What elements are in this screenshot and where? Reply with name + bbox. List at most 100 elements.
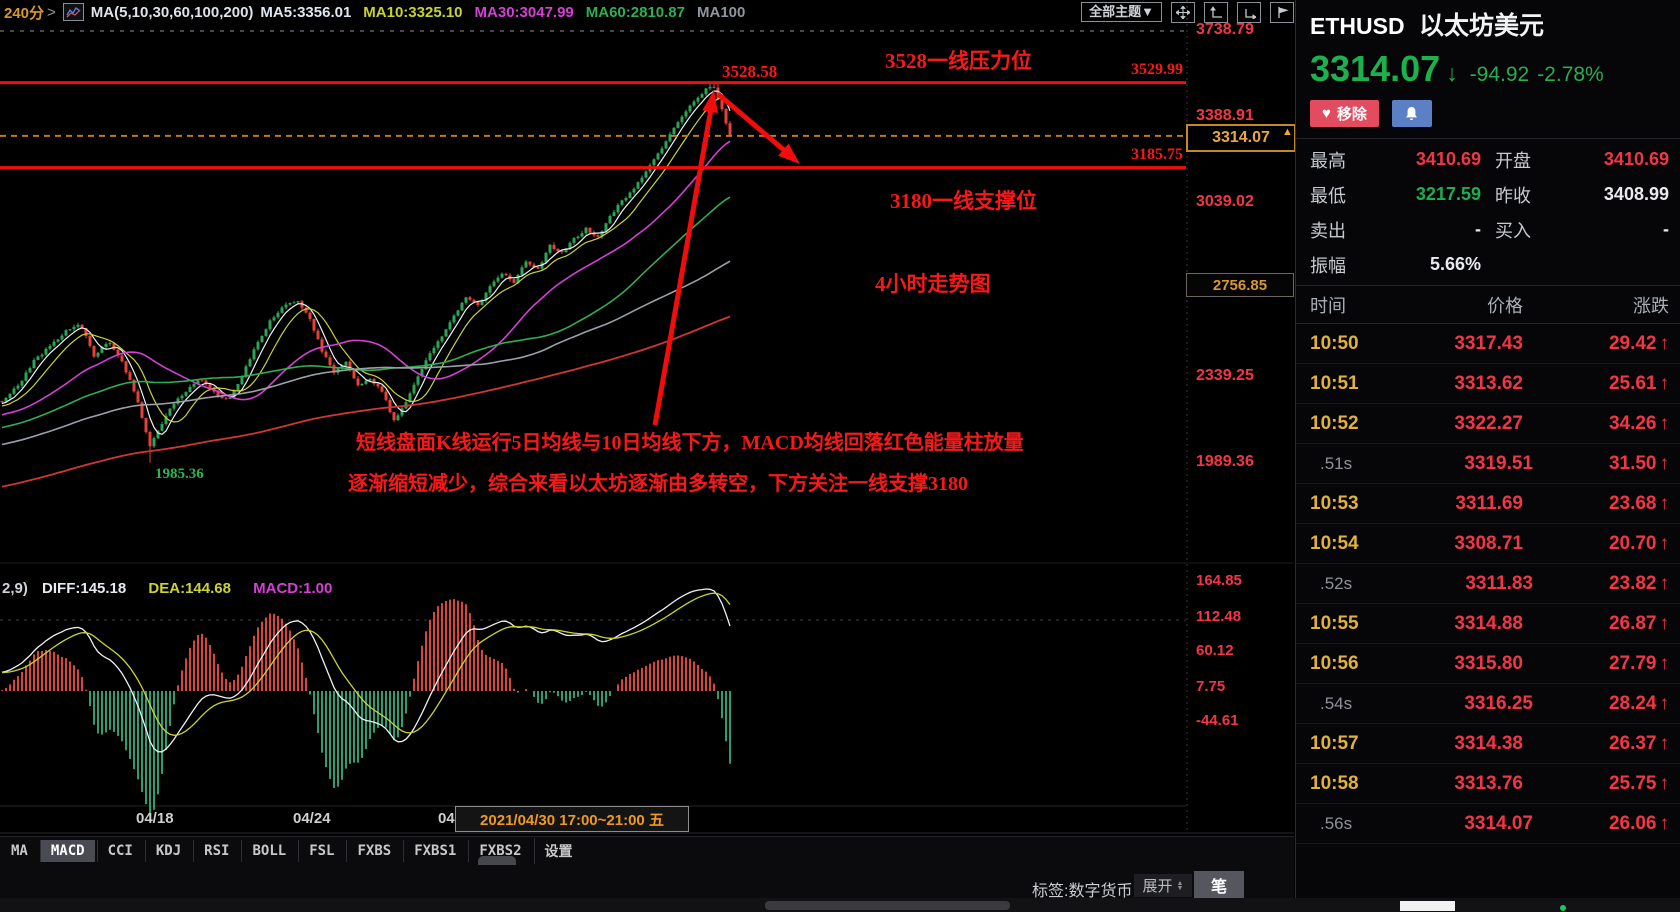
up-arrow-icon: ↑ (1659, 332, 1670, 354)
symbol-label: ETHUSD (1310, 13, 1405, 39)
flag-marker-icon[interactable] (1270, 1, 1294, 23)
tab-MA[interactable]: MA (11, 842, 28, 859)
quote-actions: ♥ 移除 (1296, 90, 1680, 139)
last-price: 3314.07 (1310, 48, 1441, 89)
alert-bell-button[interactable] (1391, 100, 1432, 127)
tick-change: 25.75 ↑ (1608, 772, 1669, 794)
axis-caret-icon[interactable]: ▲ (1282, 126, 1293, 138)
tick-row[interactable]: 10:58 3313.76 25.75 ↑ (1296, 764, 1680, 804)
ma-values: MA5:3356.01 MA10:3325.10 MA30:3047.99 MA60:… (260, 4, 757, 21)
heart-icon: ♥ (1322, 105, 1331, 122)
ma-value: MA10:3325.10 (363, 3, 463, 21)
taskbar-item (1400, 901, 1455, 911)
stat-row: 振幅 5.66% (1296, 247, 1680, 282)
stat-value: 5.66% (1429, 254, 1481, 274)
tab-FXBS1[interactable]: FXBS1 (403, 839, 466, 862)
axis-scale-left-icon[interactable] (1204, 1, 1228, 23)
timeframe-label[interactable]: 240分 (4, 4, 45, 22)
tick-time: 10:52 (1310, 412, 1359, 434)
macd-tick: -44.61 (1196, 712, 1239, 729)
scrollbar-thumb[interactable] (765, 901, 1010, 910)
tag-label: 标签:数字货币 (1032, 883, 1133, 900)
tick-price: 3319.51 (1464, 452, 1533, 474)
col-price: 价格 (1487, 295, 1523, 316)
tick-row[interactable]: 10:55 3314.88 26.87 ↑ (1296, 604, 1680, 644)
stat-value: 3408.99 (1603, 184, 1669, 204)
ma-value: MA100 (697, 3, 746, 21)
tab-BOLL[interactable]: BOLL (241, 839, 296, 862)
date-tick: 04/ (438, 810, 459, 827)
col-change: 涨跌 (1633, 295, 1669, 316)
tab-KDJ[interactable]: KDJ (144, 839, 191, 862)
stat-value: 3217.59 (1415, 184, 1481, 204)
bell-icon (1406, 106, 1418, 120)
date-tick: 04/24 (293, 810, 331, 827)
tick-price: 3314.38 (1454, 732, 1523, 754)
tick-row[interactable]: .56s 3314.07 26.06 ↑ (1296, 804, 1680, 844)
expand-button[interactable]: 展开 ▲ ▼ (1134, 874, 1192, 897)
tick-change: 23.68 ↑ (1608, 492, 1669, 514)
pen-tool-button[interactable]: 笔 (1194, 871, 1244, 898)
stat-row: 卖出 - 买入 - (1296, 212, 1680, 247)
tick-change: 23.82 ↑ (1608, 572, 1669, 594)
up-arrow-icon: ↑ (1659, 412, 1670, 434)
tick-change: 27.79 ↑ (1608, 652, 1669, 674)
ma-settings-label[interactable]: MA(5,10,30,60,100,200) (90, 3, 254, 21)
macd-params: 2,9) (2, 580, 28, 597)
date-tick: 04/18 (136, 810, 174, 827)
tick-row[interactable]: 10:54 3308.71 20.70 ↑ (1296, 524, 1680, 564)
crosshair-icon[interactable] (1171, 1, 1195, 23)
tab-设置[interactable]: 设置 (533, 837, 583, 864)
candlestick-chart[interactable] (0, 0, 1294, 862)
collapse-handle[interactable] (478, 856, 516, 865)
tick-row[interactable]: 10:56 3315.80 27.79 ↑ (1296, 644, 1680, 684)
tab-FSL[interactable]: FSL (298, 839, 344, 862)
up-arrow-icon: ↑ (1659, 372, 1670, 394)
tick-change: 26.87 ↑ (1608, 612, 1669, 634)
symbol-name-label: 以太坊美元 (1419, 12, 1545, 40)
tick-row[interactable]: 10:51 3313.62 25.61 ↑ (1296, 364, 1680, 404)
tick-row[interactable]: 10:52 3322.27 34.26 ↑ (1296, 404, 1680, 444)
remove-watchlist-button[interactable]: ♥ 移除 (1310, 100, 1379, 127)
chart-type-icon[interactable] (62, 3, 84, 21)
tick-change: 25.61 ↑ (1608, 372, 1670, 394)
support-note: 3180一线支撑位 (890, 189, 1037, 213)
support-price-label: 3185.75 (1131, 146, 1183, 163)
swing-low-label: 1985.36 (155, 466, 204, 482)
stat-value: 3410.69 (1415, 149, 1481, 169)
expand-button-label: 展开 (1142, 878, 1173, 895)
tab-MACD[interactable]: MACD (39, 839, 95, 862)
macd-diff-value: DIFF:145.18 (42, 580, 127, 597)
ma-value: MA30:3047.99 (474, 3, 574, 21)
tick-change: 29.42 ↑ (1608, 332, 1670, 354)
tick-time: 10:55 (1310, 612, 1359, 634)
macd-legend: 2,9) DIFF:145.18 DEA:144.68 MACD:1.00 (2, 580, 332, 597)
chart-toolbar: 240分 > MA(5,10,30,60,100,200) MA5:3356.0… (0, 0, 1294, 24)
tab-RSI[interactable]: RSI (193, 839, 239, 862)
tick-price: 3311.83 (1465, 572, 1533, 594)
quote-header: ETHUSD 以太坊美元 (1296, 0, 1680, 42)
tab-FXBS2[interactable]: FXBS2 (468, 839, 531, 862)
stat-label: 昨收 (1495, 185, 1531, 206)
tick-row[interactable]: .52s 3311.83 23.82 ↑ (1296, 564, 1680, 604)
stat-row: 最低 3217.59 昨收 3408.99 (1296, 177, 1680, 212)
theme-selector-button[interactable]: 全部主题▼ (1081, 2, 1162, 22)
tick-row[interactable]: .54s 3316.25 28.24 ↑ (1296, 684, 1680, 724)
remove-button-label: 移除 (1336, 106, 1367, 123)
tick-row[interactable]: 10:57 3314.38 26.37 ↑ (1296, 724, 1680, 764)
axis-scale-bottom-icon[interactable] (1237, 1, 1261, 23)
macd-tick: 112.48 (1196, 608, 1242, 625)
stat-value: - (1663, 219, 1669, 239)
price-tick: 1989.36 (1196, 453, 1254, 470)
macd-tick: 164.85 (1196, 572, 1242, 589)
tab-FXBS[interactable]: FXBS (346, 839, 401, 862)
tick-row[interactable]: 10:50 3317.43 29.42 ↑ (1296, 324, 1680, 364)
tick-row[interactable]: 10:53 3311.69 23.68 ↑ (1296, 484, 1680, 524)
stat-row: 最高 3410.69 开盘 3410.69 (1296, 142, 1680, 177)
tab-CCI[interactable]: CCI (96, 839, 143, 862)
resistance-note: 3528一线压力位 (885, 49, 1032, 73)
tick-time: 10:56 (1310, 652, 1359, 674)
tick-price: 3315.80 (1454, 652, 1523, 674)
tick-row[interactable]: .51s 3319.51 31.50 ↑ (1296, 444, 1680, 484)
